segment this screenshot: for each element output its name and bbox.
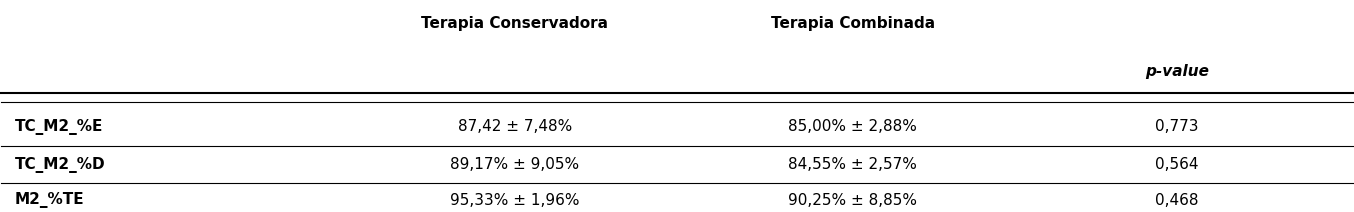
Text: 89,17% ± 9,05%: 89,17% ± 9,05% <box>451 157 580 172</box>
Text: 84,55% ± 2,57%: 84,55% ± 2,57% <box>788 157 917 172</box>
Text: 0,773: 0,773 <box>1155 119 1198 134</box>
Text: 87,42 ± 7,48%: 87,42 ± 7,48% <box>458 119 571 134</box>
Text: 90,25% ± 8,85%: 90,25% ± 8,85% <box>788 193 917 208</box>
Text: TC_M2_%D: TC_M2_%D <box>15 157 106 173</box>
Text: M2_%TE: M2_%TE <box>15 192 84 208</box>
Text: TC_M2_%E: TC_M2_%E <box>15 119 103 135</box>
Text: 95,33% ± 1,96%: 95,33% ± 1,96% <box>450 193 580 208</box>
Text: 0,564: 0,564 <box>1155 157 1198 172</box>
Text: Terapia Conservadora: Terapia Conservadora <box>421 16 608 31</box>
Text: 85,00% ± 2,88%: 85,00% ± 2,88% <box>788 119 917 134</box>
Text: p-value: p-value <box>1145 64 1209 79</box>
Text: Terapia Combinada: Terapia Combinada <box>770 16 934 31</box>
Text: 0,468: 0,468 <box>1155 193 1198 208</box>
